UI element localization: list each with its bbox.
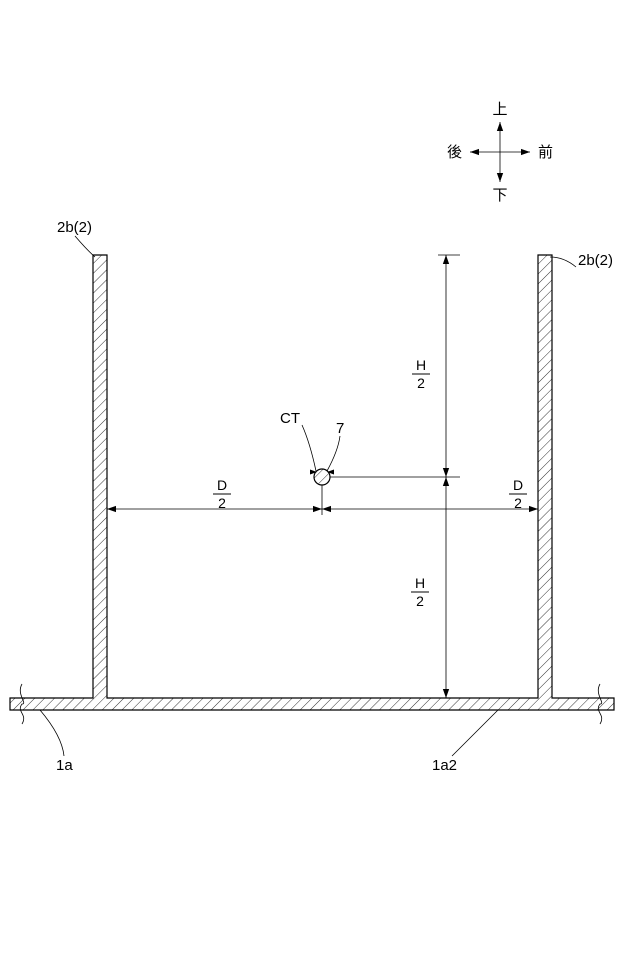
fraction-d2-left: D2 — [213, 477, 231, 511]
svg-text:2: 2 — [218, 495, 226, 511]
fraction-d2-right: D2 — [509, 477, 527, 511]
svg-text:D: D — [217, 477, 227, 493]
svg-text:2: 2 — [416, 593, 424, 609]
label-ct: CT — [280, 410, 300, 427]
compass-up-label: 上 — [492, 101, 507, 118]
svg-text:D: D — [513, 477, 523, 493]
cross-section — [10, 255, 614, 724]
part-callouts: 2b(2) 2b(2) 1a 1a2 — [40, 219, 613, 774]
dimension-vertical: H2H2 — [330, 255, 460, 698]
svg-text:H: H — [416, 357, 426, 373]
label-1a: 1a — [56, 757, 73, 774]
fraction-h2-upper: H2 — [412, 357, 430, 391]
svg-text:2: 2 — [514, 495, 522, 511]
label-1a2: 1a2 — [432, 757, 457, 774]
label-2b2-left: 2b(2) — [57, 219, 92, 236]
svg-text:2: 2 — [417, 375, 425, 391]
center-feature: CT 7 — [280, 410, 344, 485]
section-body — [10, 255, 614, 710]
orientation-compass: 上下 後 前 — [447, 101, 553, 204]
fraction-h2-lower: H2 — [411, 575, 429, 609]
label-2b2-right: 2b(2) — [578, 252, 613, 269]
center-circle — [314, 469, 330, 485]
compass-down-label: 下 — [492, 187, 507, 204]
compass-right-label: 前 — [538, 144, 553, 161]
compass-left-label: 後 — [447, 144, 462, 161]
label-seven: 7 — [336, 420, 344, 437]
svg-text:H: H — [415, 575, 425, 591]
